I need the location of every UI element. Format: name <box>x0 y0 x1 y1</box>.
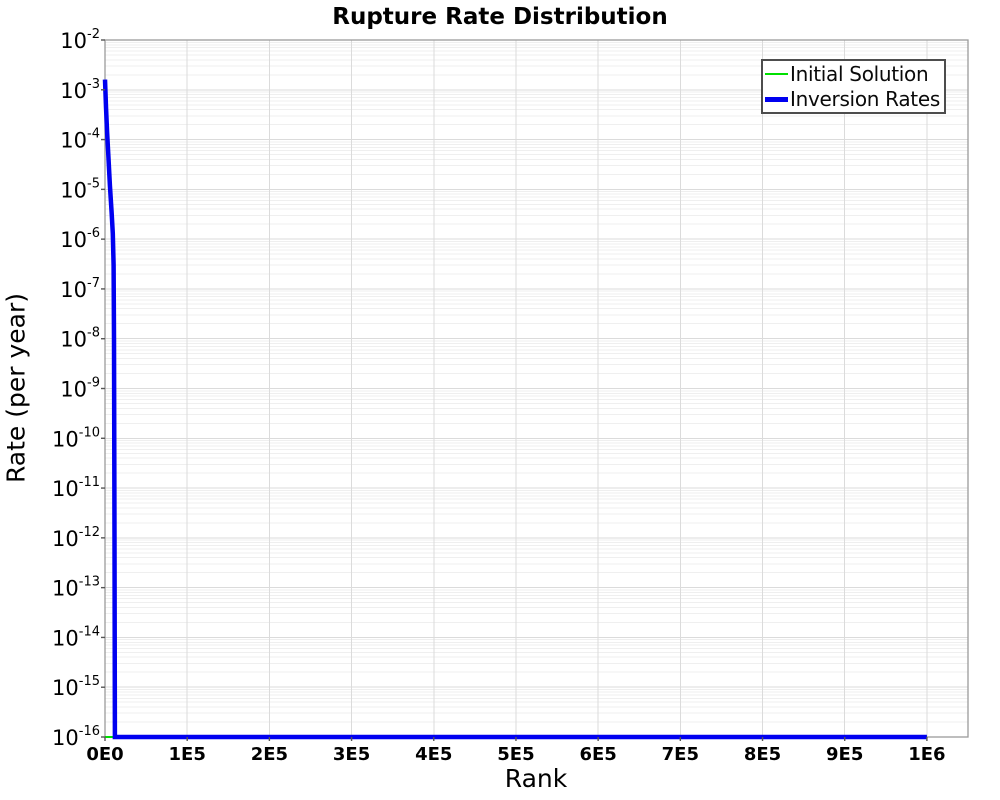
y-tick-label: 10-4 <box>60 127 100 153</box>
y-tick-label: 10-13 <box>52 575 100 601</box>
x-axis-title: Rank <box>504 764 568 793</box>
x-tick-label: 0E0 <box>86 744 123 765</box>
x-tick-label: 1E5 <box>169 744 206 765</box>
legend-item-initial-solution: Initial Solution <box>765 62 942 86</box>
y-tick-label: 10-10 <box>52 425 100 451</box>
y-tick-label: 10-12 <box>52 525 100 551</box>
x-tick-label: 9E5 <box>826 744 863 765</box>
y-tick-label: 10-11 <box>52 475 100 501</box>
y-tick-label: 10-3 <box>60 77 100 103</box>
grid-major <box>105 40 968 737</box>
y-tick-label: 10-14 <box>52 624 100 650</box>
legend-item-inversion-rates: Inversion Rates <box>765 87 942 111</box>
chart-title: Rupture Rate Distribution <box>332 4 668 30</box>
y-tick-label: 10-6 <box>60 226 100 252</box>
y-tick-label: 10-5 <box>60 176 100 202</box>
x-tick-label: 5E5 <box>497 744 534 765</box>
inversion-rates-line-sample <box>765 96 788 102</box>
y-tick-label: 10-15 <box>52 674 100 700</box>
x-tick-label: 2E5 <box>251 744 288 765</box>
x-tick-label: 6E5 <box>579 744 616 765</box>
y-tick-label: 10-7 <box>60 276 100 302</box>
y-tick-labels: 10-2 10-3 10-4 10-5 10-6 10-7 10-8 10-9 10-10 10-… <box>52 27 105 750</box>
x-tick-label: 8E5 <box>744 744 781 765</box>
legend: Initial Solution Inversion Rates <box>761 59 946 114</box>
inversion-rates-line <box>102 79 927 740</box>
legend-label: Inversion Rates <box>790 87 940 111</box>
x-tick-labels: 0E0 1E5 2E5 3E5 4E5 5E5 6E5 7E5 8E5 9E5 1E6 <box>86 737 946 765</box>
x-tick-label: 3E5 <box>333 744 370 765</box>
y-tick-label: 10-9 <box>60 376 100 402</box>
grid-minor <box>105 41 968 723</box>
y-tick-label: 10-2 <box>60 27 100 53</box>
x-tick-label: 7E5 <box>662 744 699 765</box>
x-tick-label: 1E6 <box>908 744 945 765</box>
y-tick-label: 10-16 <box>52 724 100 750</box>
x-tick-label: 4E5 <box>415 744 452 765</box>
y-tick-label: 10-8 <box>60 326 100 352</box>
initial-solution-line-sample <box>765 73 788 75</box>
legend-label: Initial Solution <box>790 62 929 86</box>
